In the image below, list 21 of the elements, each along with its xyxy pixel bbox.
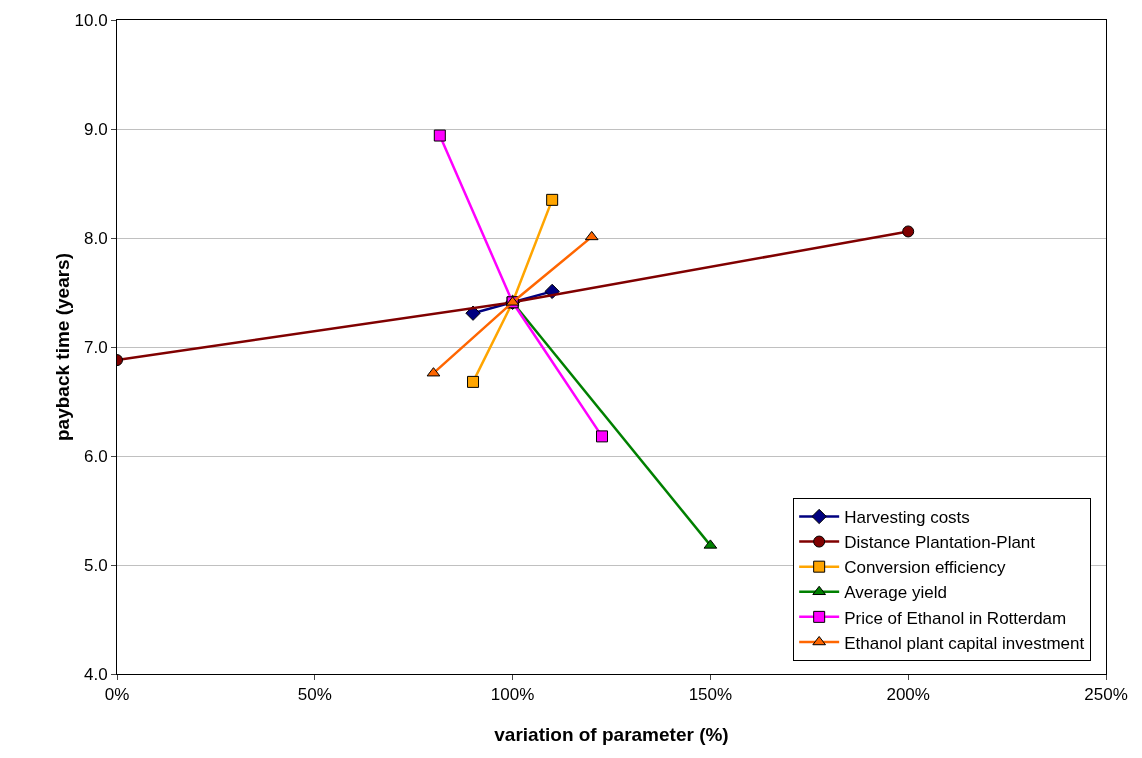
y-tick-label: 10.0: [74, 10, 108, 30]
legend-label: Distance Plantation-Plant: [844, 533, 1036, 553]
x-tick-label: 250%: [1084, 685, 1128, 705]
legend-label: Conversion efficiency: [844, 558, 1006, 578]
x-tick-label: 0%: [104, 685, 130, 705]
y-tick-label: 7.0: [83, 337, 108, 357]
y-tick-label: 8.0: [83, 228, 108, 248]
x-tick-label: 200%: [886, 685, 930, 705]
y-tick-label: 5.0: [83, 555, 108, 575]
y-tick-label: 9.0: [83, 119, 108, 139]
y-tick-label: 4.0: [83, 664, 108, 684]
y-tick-label: 6.0: [83, 446, 108, 466]
legend-label: Harvesting costs: [844, 508, 970, 528]
legend-label: Price of Ethanol in Rotterdam: [844, 608, 1067, 628]
x-tick-label: 50%: [297, 685, 332, 705]
x-tick-label: 100%: [490, 685, 535, 705]
legend-label: Average yield: [844, 583, 947, 603]
y-axis-title: payback time (years): [52, 253, 73, 441]
legend-label: Ethanol plant capital investment: [844, 633, 1085, 653]
x-tick-label: 150%: [688, 685, 733, 705]
x-axis-title: variation of parameter (%): [494, 724, 729, 745]
